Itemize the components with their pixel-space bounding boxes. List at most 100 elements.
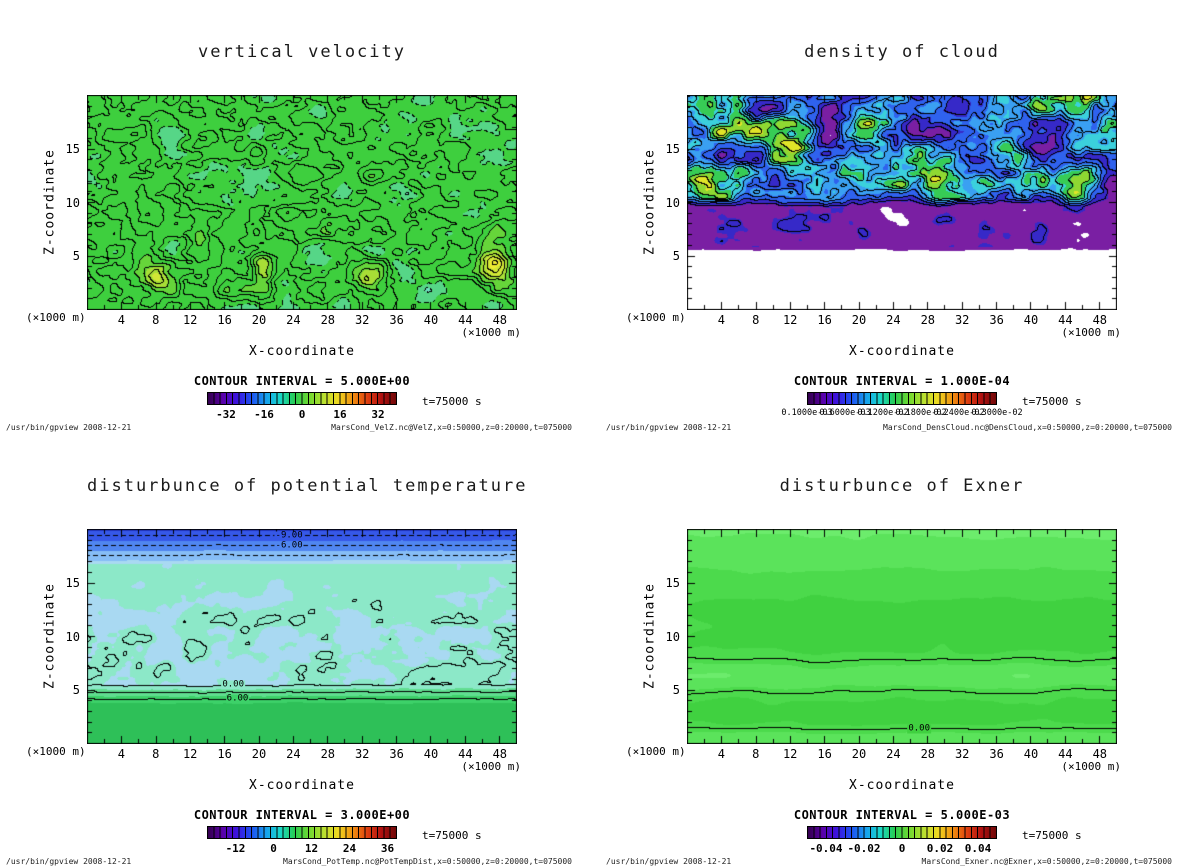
time-label: t=75000 s xyxy=(422,829,482,842)
colorbar-tick-label: -0.02 xyxy=(847,842,881,855)
colorbar-tick-label: 32 xyxy=(371,408,385,421)
x-axis-label: X-coordinate xyxy=(249,344,355,359)
colorbar-tick-label: 0 xyxy=(270,842,277,855)
contour-plot-canvas xyxy=(87,95,517,310)
plot-title: disturbunce of Exner xyxy=(779,476,1025,496)
x-tick-label: 8 xyxy=(152,313,160,327)
y-tick-label: 15 xyxy=(665,575,680,590)
plot-area xyxy=(687,95,1117,310)
footer-command: /usr/bin/gpview 2008-12-21 xyxy=(606,857,732,866)
x-tick-label: 36 xyxy=(989,313,1004,327)
time-label: t=75000 s xyxy=(422,395,482,408)
x-tick-label: 36 xyxy=(389,313,404,327)
y-tick-label: 15 xyxy=(665,141,680,156)
x-tick-label: 20 xyxy=(851,313,867,327)
contour-line-label: -6.00 xyxy=(274,540,304,551)
x-tick-label: 36 xyxy=(389,747,404,761)
x-tick-label: 4 xyxy=(117,747,125,761)
y-tick-label: 5 xyxy=(672,683,680,698)
colorbar-tick-label: 36 xyxy=(380,842,395,855)
y-tick-label: 5 xyxy=(72,683,80,698)
contour-labels-layer xyxy=(87,95,517,310)
colorbar-tick-label: -16 xyxy=(254,408,274,421)
colorbar-tick-label: -32 xyxy=(216,408,236,421)
x-tick-label: 12 xyxy=(782,747,798,761)
x-tick-label: 8 xyxy=(152,747,160,761)
x-axis-unit: (×1000 m) xyxy=(461,760,521,773)
x-tick-label: 16 xyxy=(217,747,232,761)
colorbar xyxy=(807,826,997,839)
contour-plot-canvas xyxy=(687,529,1117,744)
x-tick-label: 16 xyxy=(217,313,232,327)
x-tick-label: 44 xyxy=(1058,313,1073,327)
x-tick-label: 48 xyxy=(1092,313,1108,327)
x-tick-label: 40 xyxy=(1023,747,1039,761)
plot-area: -9.00 -6.00 0.00 6.00 xyxy=(87,529,517,744)
y-axis-label: Z-coordinate xyxy=(42,149,58,256)
contour-line-label: 0.00 xyxy=(221,679,246,690)
colorbar-tick-label: -0.04 xyxy=(809,842,843,855)
y-tick-label: 10 xyxy=(665,629,680,644)
time-label: t=75000 s xyxy=(1022,829,1082,842)
x-axis-label: X-coordinate xyxy=(849,778,955,793)
x-tick-label: 24 xyxy=(286,747,301,761)
y-axis-unit: (×1000 m) xyxy=(626,745,686,758)
x-tick-label: 28 xyxy=(320,747,336,761)
y-tick-label: 5 xyxy=(672,249,680,264)
x-tick-label: 20 xyxy=(251,747,267,761)
colorbar-tick-labels: -32 -16 0 16 32 xyxy=(207,408,397,421)
x-tick-label: 16 xyxy=(817,313,832,327)
x-tick-label: 36 xyxy=(989,747,1004,761)
contour-interval-label: CONTOUR INTERVAL = 5.000E-03 xyxy=(793,808,1011,822)
footer-command: /usr/bin/gpview 2008-12-21 xyxy=(6,423,132,432)
colorbar-tick-label: 0.1000e-03 xyxy=(781,408,833,418)
x-tick-label: 32 xyxy=(954,747,970,761)
colorbar-tick-label: -12 xyxy=(225,842,246,855)
x-tick-label: 48 xyxy=(492,313,508,327)
panel-potential-temperature-disturbance: disturbunce of potential temperature Z-c… xyxy=(2,434,598,868)
y-tick-label: 10 xyxy=(65,195,80,210)
y-axis-label: Z-coordinate xyxy=(642,149,658,256)
contour-line-label: -9.00 xyxy=(274,530,304,541)
colorbar xyxy=(207,826,397,839)
footer-source: MarsCond_VelZ.nc@VelZ,x=0:50000,z=0:2000… xyxy=(331,423,572,432)
plot-title: density of cloud xyxy=(804,42,1000,62)
x-tick-label: 40 xyxy=(1023,313,1039,327)
colorbar-tick-label: 0.1800e-02 xyxy=(895,408,947,418)
footer-source: MarsCond_DensCloud.nc@DensCloud,x=0:5000… xyxy=(883,423,1172,432)
y-tick-label: 15 xyxy=(65,141,80,156)
x-tick-label: 24 xyxy=(286,313,301,327)
x-tick-label: 44 xyxy=(458,747,473,761)
x-tick-label: 4 xyxy=(717,747,725,761)
contour-plot-canvas xyxy=(687,95,1117,310)
plot-area: 0.00 xyxy=(687,529,1117,744)
colorbar-tick-labels: -12 0 12 24 36 xyxy=(207,842,397,855)
x-tick-label: 44 xyxy=(1058,747,1073,761)
colorbar-tick-labels: -0.04 -0.02 0 0.02 0.04 xyxy=(807,842,997,855)
y-axis-label: Z-coordinate xyxy=(642,583,658,690)
contour-labels-layer: -9.00 -6.00 0.00 6.00 xyxy=(87,529,517,744)
footer-command: /usr/bin/gpview 2008-12-21 xyxy=(606,423,732,432)
x-axis-unit: (×1000 m) xyxy=(1061,760,1121,773)
colorbar-tick-label: 0 xyxy=(898,842,906,855)
y-tick-label: 10 xyxy=(65,629,80,644)
x-tick-label: 48 xyxy=(1092,747,1108,761)
x-tick-label: 28 xyxy=(920,313,936,327)
plot-title: disturbunce of potential temperature xyxy=(87,476,528,496)
x-tick-label: 4 xyxy=(717,313,725,327)
x-tick-label: 12 xyxy=(182,747,198,761)
plot-area xyxy=(87,95,517,310)
x-tick-label: 28 xyxy=(920,747,936,761)
colorbar-tick-label: 0.6000e-03 xyxy=(819,408,871,418)
panel-density-of-cloud: density of cloud Z-coordinate 4 8 12 16 20 24… xyxy=(602,0,1198,434)
y-axis-unit: (×1000 m) xyxy=(626,311,686,324)
x-tick-label: 20 xyxy=(851,747,867,761)
x-tick-label: 24 xyxy=(886,313,901,327)
panel-vertical-velocity: vertical velocity Z-coordinate 4 8 12 16 20 2… xyxy=(2,0,598,434)
contour-line-label: 6.00 xyxy=(225,693,250,704)
colorbar-tick-label: 16 xyxy=(333,408,347,421)
x-tick-label: 44 xyxy=(458,313,473,327)
y-tick-label: 5 xyxy=(72,249,80,264)
colorbar-tick-label: 0.04 xyxy=(964,842,992,855)
y-axis-label: Z-coordinate xyxy=(42,583,58,690)
